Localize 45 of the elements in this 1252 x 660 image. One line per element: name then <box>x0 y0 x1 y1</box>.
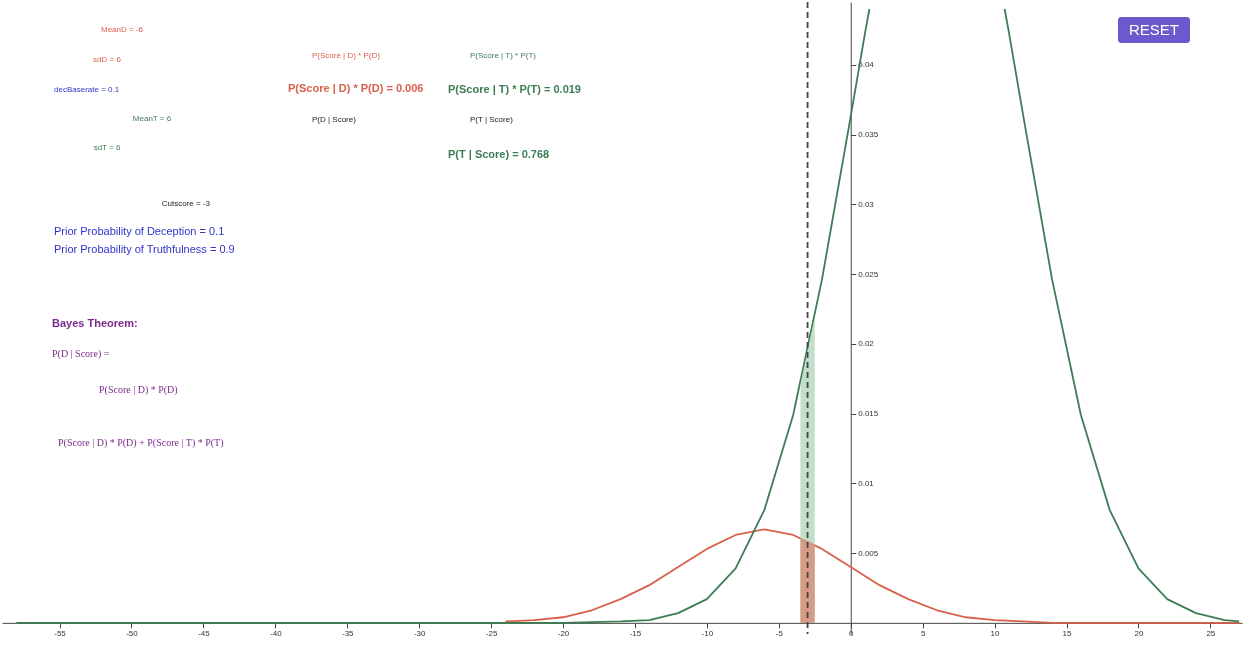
y-tick-label: 0.025 <box>858 269 879 279</box>
annotation: sdD = 6 <box>93 55 122 64</box>
y-tick-label: 0.02 <box>858 339 875 349</box>
annotation: P(Score | T) * P(T) = 0.019 <box>448 83 581 95</box>
annotation: P(D | Score) = <box>52 348 110 360</box>
annotation: P(D | Score) <box>312 115 357 124</box>
x-tick-label: -40 <box>270 629 283 639</box>
y-tick-label: 0.015 <box>858 409 879 419</box>
x-tick-label: -55 <box>54 629 67 639</box>
x-tick-label: -25 <box>485 629 498 639</box>
x-tick-label: 0 <box>849 629 854 639</box>
annotation: MeanT = 6 <box>132 114 172 123</box>
x-tick-label: -50 <box>126 629 139 639</box>
y-tick-label: 0.01 <box>858 478 875 488</box>
annotation: sdT = 6 <box>93 143 121 152</box>
annotation: Cutscore = -3 <box>161 199 211 208</box>
y-tick-label: 0.03 <box>858 199 875 209</box>
annotation: P(Score | D) * P(D) <box>99 384 178 396</box>
x-tick-label: 15 <box>1062 629 1072 639</box>
x-tick-label: 10 <box>990 629 1001 639</box>
annotation: Prior Probability of Deception = 0.1 <box>54 225 225 237</box>
annotation: RESET <box>1128 21 1180 38</box>
annotation: P(Score | D) * P(D) = 0.006 <box>288 82 424 94</box>
annotation: decBaserate = 0.1 <box>54 85 120 94</box>
x-tick-label: -30 <box>413 629 426 639</box>
annotation: MeanD = -6 <box>100 25 144 34</box>
x-tick-label: -45 <box>198 629 211 639</box>
annotation: Bayes Theorem: <box>52 317 138 329</box>
x-tick-label: -20 <box>557 629 570 639</box>
x-tick-label: -10 <box>701 629 714 639</box>
line-series <box>504 528 1241 624</box>
x-tick-label: -35 <box>341 629 355 639</box>
annotation: Prior Probability of Truthfulness = 0.9 <box>54 243 235 255</box>
x-tick-label: 5 <box>920 629 926 639</box>
x-tick-label: -15 <box>629 629 642 639</box>
annotation: P(T | Score) <box>470 115 514 124</box>
y-tick-label: 0.035 <box>858 130 879 140</box>
annotation: P(Score | D) * P(D) + P(Score | T) * P(T) <box>58 437 224 449</box>
annotation: P(Score | T) * P(T) <box>470 51 537 60</box>
x-tick-label: -5 <box>775 629 784 639</box>
x-tick-label: 20 <box>1134 629 1144 639</box>
annotation: P(Score | D) * P(D) <box>312 51 381 60</box>
x-tick-label: 25 <box>1206 629 1216 639</box>
y-tick-label: 0.005 <box>858 548 879 558</box>
annotation: P(T | Score) = 0.768 <box>448 148 550 160</box>
